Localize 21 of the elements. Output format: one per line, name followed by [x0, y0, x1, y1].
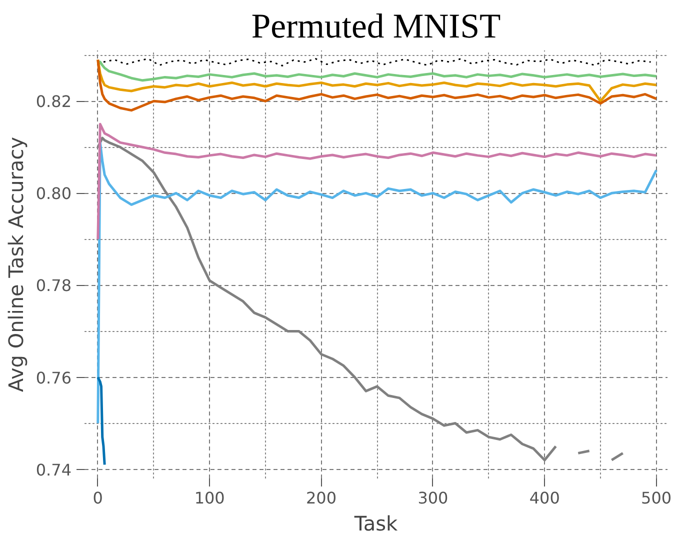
x-tick-label: 200: [306, 488, 337, 508]
x-tick-label: 100: [194, 488, 225, 508]
line-series: [96, 376, 106, 466]
line-series: [102, 58, 652, 66]
x-axis-title: Task: [353, 512, 398, 536]
line-series: [96, 58, 658, 112]
line-series: [96, 58, 658, 102]
line-series: [96, 141, 658, 425]
y-tick-label: 0.82: [36, 92, 72, 112]
x-tick-label: 400: [529, 488, 560, 508]
y-tick-label: 0.78: [36, 276, 72, 296]
x-tick-label: 300: [418, 488, 448, 508]
line-series: [96, 60, 658, 82]
y-tick-label: 0.76: [36, 368, 72, 388]
y-axis-title: Avg Online Task Accuracy: [4, 136, 28, 392]
line-series: [96, 122, 658, 240]
y-tick-label: 0.74: [36, 460, 72, 480]
chart-title: Permuted MNIST: [251, 8, 501, 46]
x-tick-label: 500: [641, 488, 672, 508]
y-tick-label: 0.80: [36, 184, 72, 204]
x-tick-label: 0: [92, 488, 103, 508]
